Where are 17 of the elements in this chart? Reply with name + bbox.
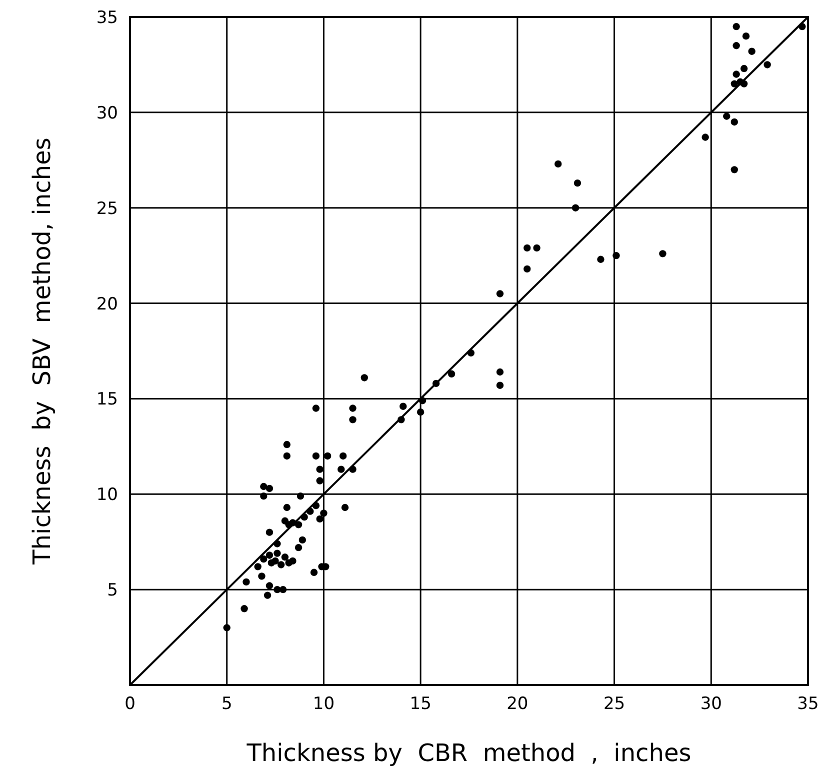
y-axis-title: Thickness by SBV method, inches (28, 138, 56, 566)
y-tick-label: 30 (96, 103, 118, 124)
x-tick-label: 10 (312, 694, 335, 714)
y-tick-label: 25 (96, 198, 118, 219)
y-tick-label: 5 (107, 580, 118, 601)
x-tick-label: 30 (700, 694, 722, 714)
x-tick-label: 35 (797, 694, 819, 714)
x-tick-label: 25 (603, 694, 626, 714)
y-tick-label: 20 (96, 294, 118, 314)
y-tick-label: 10 (96, 485, 118, 506)
x-axis-title: Thickness by CBR method , inches (246, 739, 692, 767)
x-tick-label: 0 (124, 694, 136, 714)
x-tick-label: 5 (221, 694, 232, 714)
x-tick-label: 20 (506, 694, 528, 714)
y-tick-label: 15 (96, 390, 118, 410)
x-tick-label: 15 (410, 694, 432, 714)
y-tick-label: 35 (96, 8, 118, 28)
